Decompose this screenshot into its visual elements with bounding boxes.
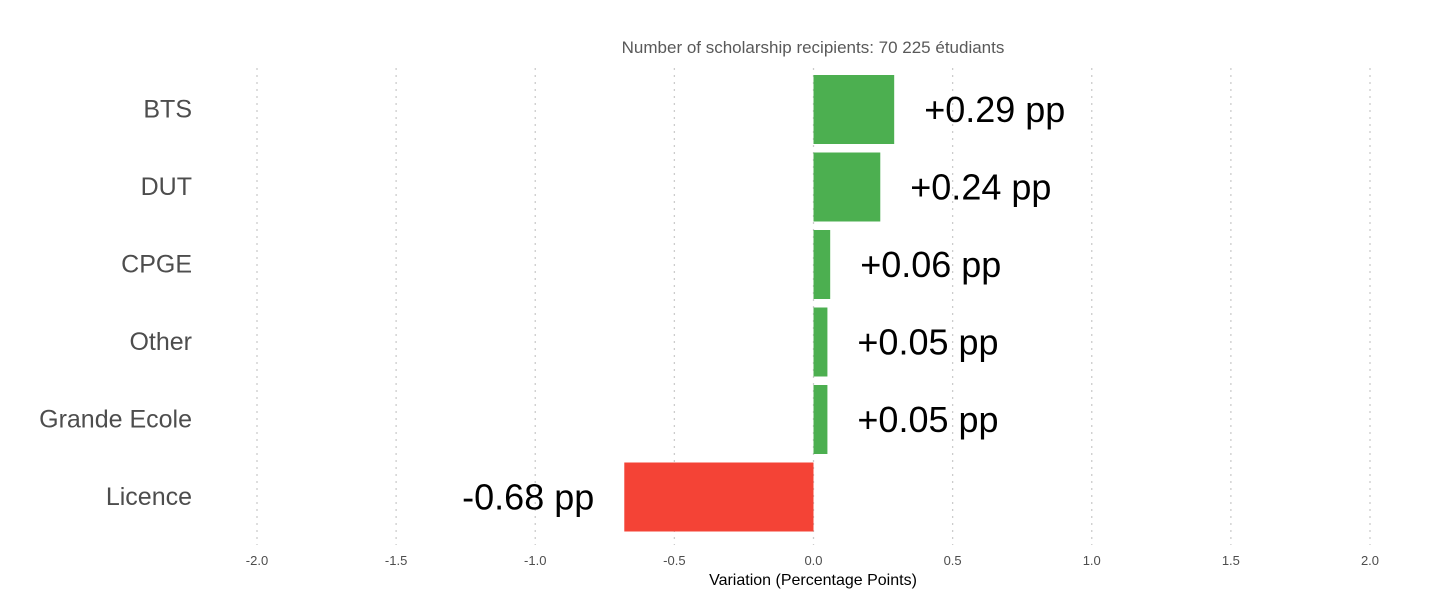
- x-tick-label: 1.0: [1083, 553, 1101, 568]
- x-tick-label: -2.0: [246, 553, 268, 568]
- category-label: CPGE: [121, 251, 192, 279]
- x-axis-title: Variation (Percentage Points): [709, 572, 917, 589]
- bar: [624, 462, 814, 532]
- x-tick-label: -1.0: [524, 553, 546, 568]
- category-label: Grande Ecole: [39, 406, 192, 434]
- bar-data-label: -0.68 pp: [462, 477, 594, 518]
- x-tick-label: 2.0: [1361, 553, 1379, 568]
- category-labels: BTS DUT CPGE Other Grande Ecole Licence: [39, 96, 192, 512]
- bar: [813, 307, 828, 377]
- bar: [813, 230, 831, 299]
- x-tick-label: 0.0: [804, 553, 822, 568]
- category-label: Other: [129, 328, 192, 356]
- data-labels: +0.29 pp +0.24 pp +0.06 pp +0.05 pp +0.05 pp…: [462, 89, 1065, 518]
- category-label: Licence: [106, 483, 192, 511]
- bar-data-label: +0.05 pp: [857, 322, 998, 363]
- bar: [813, 385, 828, 454]
- bar-data-label: +0.05 pp: [857, 399, 998, 440]
- x-tick-label: 0.5: [944, 553, 962, 568]
- bar-data-label: +0.29 pp: [924, 89, 1065, 130]
- category-label: DUT: [141, 173, 192, 201]
- x-tick-label: 1.5: [1222, 553, 1240, 568]
- bar-data-label: +0.06 pp: [860, 244, 1001, 285]
- x-tick-label: -0.5: [663, 553, 685, 568]
- gridlines: [256, 68, 1371, 545]
- bar: [813, 152, 881, 222]
- x-tick-label: -1.5: [385, 553, 407, 568]
- bar-data-label: +0.24 pp: [910, 167, 1051, 208]
- bars: [624, 75, 895, 532]
- bar: [813, 75, 895, 144]
- x-tick-labels: -2.0 -1.5 -1.0 -0.5 0.0 0.5 1.0 1.5 2.0: [246, 553, 1379, 568]
- chart-subtitle: Number of scholarship recipients: 70 225…: [622, 38, 1005, 57]
- category-label: BTS: [143, 96, 192, 124]
